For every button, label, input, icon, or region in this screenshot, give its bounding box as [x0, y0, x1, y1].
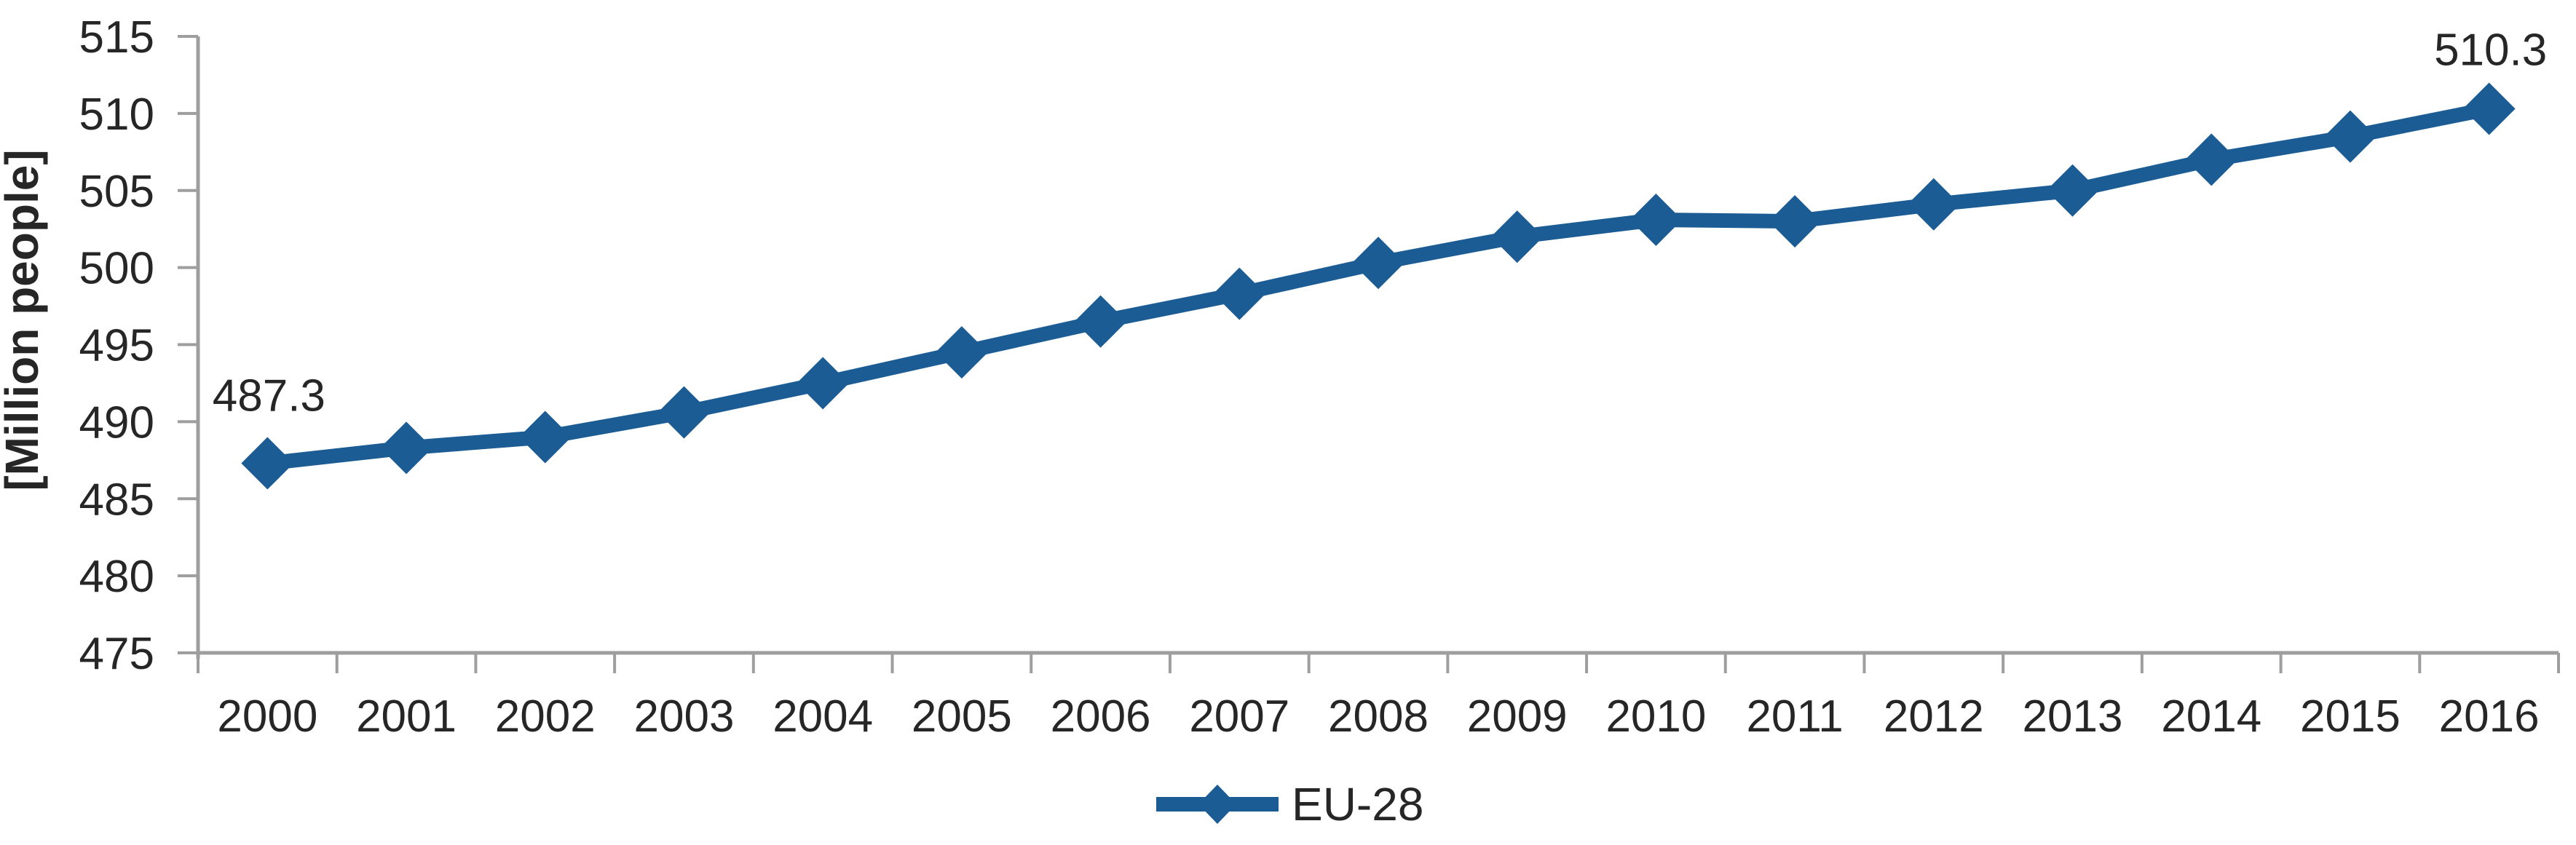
x-tick-label: 2010 [1605, 691, 1706, 742]
x-tick-label: 2005 [912, 691, 1012, 742]
x-axis: 2000 2001 2002 2003 2004 2005 2006 2007 2008 2009… [197, 651, 2560, 742]
x-tick-label: 2003 [634, 691, 735, 742]
diamond-marker [2046, 164, 2099, 217]
data-label-last-point: 510.3 [2434, 25, 2547, 76]
diamond-marker [241, 437, 294, 490]
y-tick-label: 490 [79, 397, 154, 448]
diamond-marker [1352, 237, 1404, 290]
legend-series-label: EU-28 [1292, 778, 1423, 830]
diamond-marker [1907, 178, 1960, 231]
x-tick-label: 2000 [217, 691, 317, 742]
diamond-marker [518, 410, 572, 464]
y-axis: 475 480 485 490 495 500 505 510 515 [79, 12, 200, 679]
y-tick-label: 500 [79, 244, 154, 294]
diamond-marker [1490, 210, 1544, 263]
diamond-marker [2323, 110, 2377, 163]
diamond-marker [935, 326, 988, 379]
diamond-marker [380, 421, 433, 475]
y-tick-label: 475 [79, 629, 154, 679]
x-tick-label: 2014 [2161, 691, 2261, 742]
x-tick-label: 2008 [1328, 691, 1429, 742]
x-tick-label: 2002 [495, 691, 596, 742]
legend: EU-28 [1156, 778, 1423, 830]
diamond-marker [1213, 267, 1266, 320]
y-tick-label: 480 [79, 552, 154, 602]
diamond-marker [657, 386, 711, 439]
diamond-marker [797, 357, 850, 410]
x-tick-label: 2015 [2300, 691, 2401, 742]
x-tick-label: 2007 [1189, 691, 1289, 742]
y-tick-label: 485 [79, 475, 154, 525]
y-tick-label: 515 [79, 12, 154, 63]
x-tick-label: 2016 [2439, 691, 2540, 742]
diamond-marker [1629, 193, 1683, 246]
data-label-first-point: 487.3 [213, 371, 325, 421]
x-tick-label: 2011 [1746, 691, 1843, 742]
legend-diamond-icon [1198, 785, 1236, 824]
diamond-marker [2185, 133, 2238, 186]
x-tick-label: 2006 [1051, 691, 1151, 742]
y-tick-label: 505 [79, 167, 154, 217]
y-tick-label: 510 [79, 90, 154, 140]
series-eu28 [241, 82, 2516, 490]
x-tick-label: 2009 [1467, 691, 1568, 742]
y-tick-label: 495 [79, 321, 154, 371]
diamond-marker [1074, 295, 1127, 348]
x-tick-label: 2001 [356, 691, 457, 742]
x-tick-label: 2004 [773, 691, 873, 742]
diamond-marker [1769, 195, 1822, 248]
x-tick-label: 2013 [2023, 691, 2123, 742]
y-axis-title: [Million people] [0, 149, 48, 491]
x-tick-label: 2012 [1884, 691, 1984, 742]
diamond-marker [2462, 82, 2516, 135]
